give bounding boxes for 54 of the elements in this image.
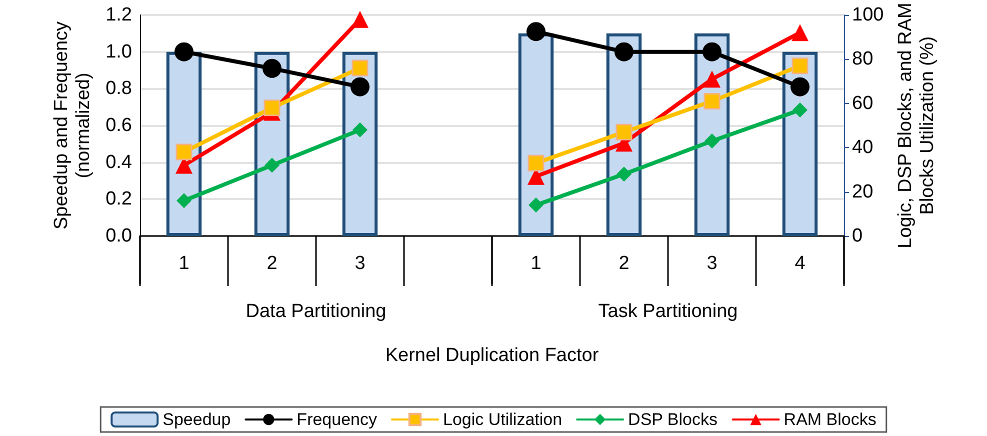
y-tick-label: 0.8 [106, 78, 132, 100]
x-tick-label: 4 [794, 253, 806, 274]
point [526, 22, 546, 42]
point [616, 124, 632, 140]
point [264, 100, 280, 116]
point [702, 42, 722, 62]
point [790, 77, 810, 96]
point [174, 42, 194, 62]
legend-label: DSP Blocks [628, 410, 718, 429]
y2-tick-label: 20 [852, 181, 874, 202]
point [792, 102, 808, 118]
point [792, 58, 808, 74]
y-tick-label: 0.6 [106, 115, 132, 136]
point [704, 70, 720, 88]
y-axis-title: Speedup and Frequency (normalized) [51, 20, 94, 230]
x-tick-label: 2 [618, 253, 630, 274]
point [614, 42, 634, 62]
x-tick-label: 3 [354, 253, 366, 274]
x-tick-label: 1 [530, 253, 542, 274]
y-tick-label: 1.0 [106, 41, 132, 62]
point [176, 144, 192, 160]
point [176, 193, 192, 208]
legend-label: Logic Utilization [443, 410, 562, 429]
y2-tick-label: 100 [852, 4, 884, 26]
point [704, 133, 720, 148]
x-tick-label: 2 [266, 253, 278, 274]
x-tick-label: 3 [706, 253, 718, 274]
point [262, 58, 282, 78]
y-tick-label: 0.4 [106, 152, 132, 173]
legend-label: Speedup [162, 410, 231, 429]
y2-tick-label: 60 [852, 92, 874, 114]
y2-tick-label: 80 [852, 48, 874, 70]
point [264, 158, 280, 173]
y-tick-label: 1.2 [106, 4, 132, 26]
y-tick-label: 0.0 [106, 226, 132, 246]
point [352, 10, 368, 28]
x-axis-title: Kernel Duplication Factor [385, 345, 600, 366]
legend-label: RAM Blocks [784, 410, 876, 429]
text: Task Partitioning [598, 301, 738, 322]
point [616, 166, 632, 182]
point [704, 92, 720, 110]
point [528, 198, 544, 213]
legend-label: Frequency [296, 410, 378, 429]
text: Data Partitioning [246, 301, 386, 322]
x-tick-label: 1 [178, 253, 190, 274]
point [528, 154, 544, 172]
y2-tick-label: 40 [852, 137, 874, 158]
point [350, 77, 370, 96]
point [792, 24, 808, 42]
point [352, 122, 368, 138]
y-tick-label: 0.2 [106, 188, 132, 210]
point [352, 60, 368, 76]
y2-axis-title: Logic, DSP Blocks, and RAM Blocks Utilization (%) [895, 2, 938, 248]
y2-tick-label: 0 [852, 226, 863, 246]
